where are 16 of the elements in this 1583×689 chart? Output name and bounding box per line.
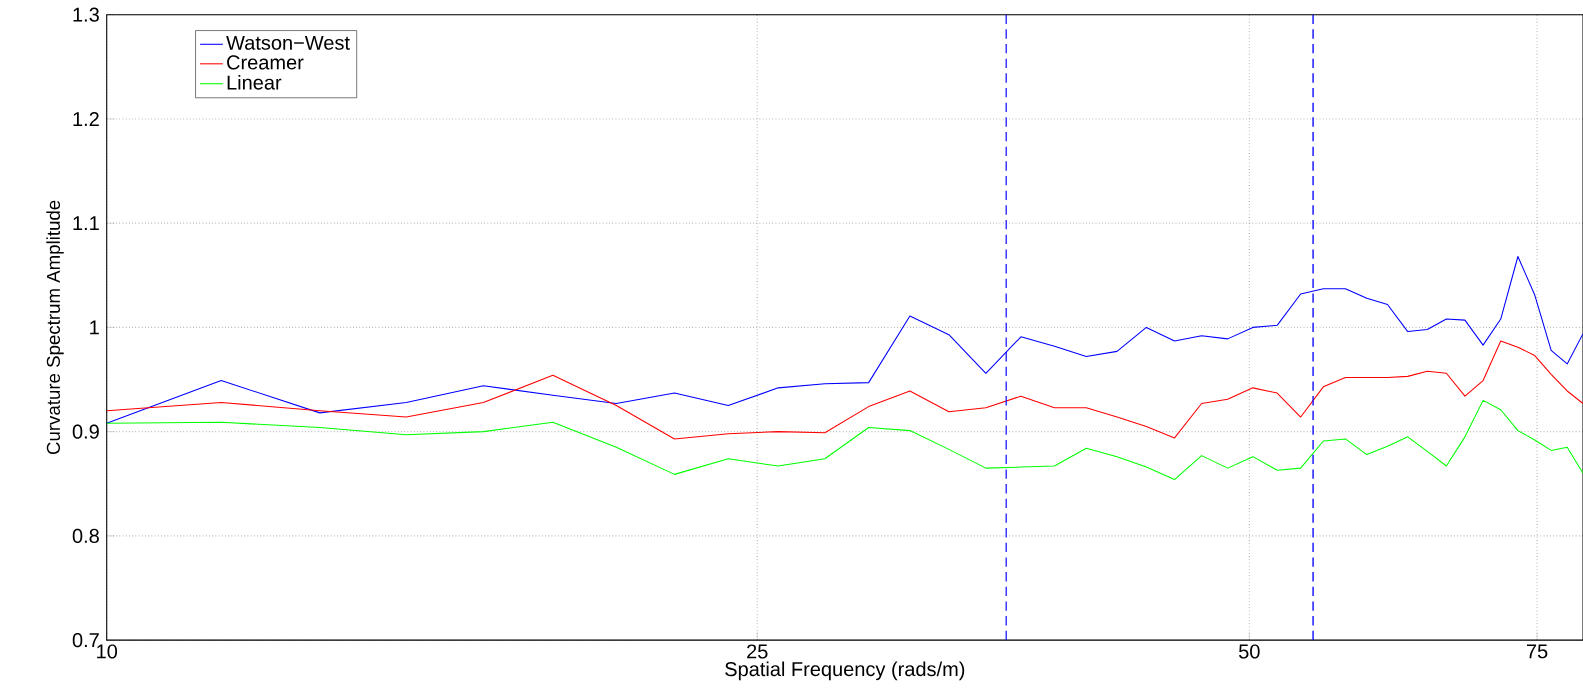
legend-label: Creamer <box>227 55 304 70</box>
y-axis-title: Curvature Spectrum Amplitude <box>46 200 64 454</box>
y-tick-label: 0.8 <box>72 528 99 543</box>
y-tick-label: 1.2 <box>73 111 99 126</box>
y-tick-label: 0.9 <box>72 424 99 439</box>
x-tick-label: 25 <box>747 644 768 659</box>
x-tick-label: 10 <box>97 644 118 659</box>
x-tick-label: 75 <box>1526 644 1548 659</box>
x-axis-title: Spatial Frequency (rads/m) <box>725 661 965 680</box>
y-tick-label: 1.1 <box>73 216 99 230</box>
y-tick-label: 1 <box>90 320 99 335</box>
y-tick-label: 1.3 <box>73 7 99 22</box>
legend-label: Watson−West <box>226 35 350 50</box>
y-tick-label: 0.7 <box>72 632 99 647</box>
x-tick-label: 50 <box>1238 644 1260 659</box>
legend-label: Linear <box>227 74 282 90</box>
